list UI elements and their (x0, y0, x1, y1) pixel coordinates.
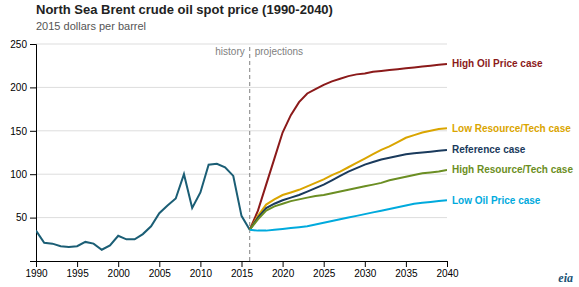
x-tick: 2000 (108, 261, 131, 279)
annotation: projections (255, 46, 303, 57)
x-tick-mark (118, 261, 119, 267)
y-tick-mark (30, 174, 36, 175)
y-tick-label: 150 (10, 126, 27, 137)
x-tick-label: 2010 (190, 268, 213, 279)
x-axis-line (37, 262, 448, 268)
x-tick: 2035 (395, 261, 418, 279)
y-axis: 50 100 150 200 250 (10, 39, 36, 262)
logo-text: eia (558, 271, 573, 285)
x-tick: 2015 (231, 261, 254, 279)
x-tick-label: 2035 (395, 268, 418, 279)
x-tick: 2025 (313, 261, 336, 279)
x-tick: 2010 (190, 261, 213, 279)
x-tick-label: 2000 (108, 268, 131, 279)
y-tick: 50 (16, 212, 36, 223)
x-tick: 2005 (149, 261, 172, 279)
x-tick-mark (200, 261, 201, 267)
x-tick-mark (77, 261, 78, 267)
x-tick: 2030 (354, 261, 377, 279)
x-tick-mark (324, 261, 325, 267)
x-tick-mark (242, 261, 243, 267)
series-label: High Oil Price case (452, 58, 543, 69)
chart: North Sea Brent crude oil spot price (19… (0, 0, 579, 287)
x-tick-mark (365, 261, 366, 267)
x-tick-mark (283, 261, 284, 267)
y-tick-label: 100 (10, 169, 27, 180)
series-label: High Resource/Tech case (452, 164, 573, 175)
series-line (250, 64, 447, 230)
annotation: history (215, 46, 244, 57)
y-tick-label: 250 (10, 39, 27, 50)
series-line (250, 128, 447, 230)
y-tick-label: 200 (10, 82, 27, 93)
series-line (250, 200, 447, 230)
series-label: Reference case (452, 144, 526, 155)
y-tick-mark (30, 44, 36, 45)
x-tick: 1995 (66, 261, 89, 279)
y-tick-mark (30, 131, 36, 132)
plot-area (36, 44, 447, 261)
series-line (250, 150, 447, 230)
x-tick-mark (406, 261, 407, 267)
x-tick-mark (159, 261, 160, 267)
series-label: Low Resource/Tech case (452, 123, 571, 134)
grid-line (36, 87, 447, 88)
x-tick: 2020 (272, 261, 295, 279)
x-tick: 1990 (25, 261, 48, 279)
y-tick-mark (30, 87, 36, 88)
labels: history projections eia High Oil Price case… (215, 46, 573, 285)
series-line (36, 164, 250, 250)
subtitle: 2015 dollars per barrel (36, 20, 146, 32)
x-tick-label: 1995 (66, 268, 89, 279)
y-axis-line (30, 45, 37, 262)
y-tick: 200 (10, 82, 36, 93)
series-line (250, 170, 447, 230)
x-axis: 1990 1995 2000 2005 2010 2015 2020 2025 2030 2035… (25, 261, 459, 279)
x-tick-label: 2030 (354, 268, 377, 279)
grid-line (36, 174, 447, 175)
x-tick-label: 2040 (436, 268, 459, 279)
y-tick: 150 (10, 126, 36, 137)
x-tick-label: 2005 (149, 268, 172, 279)
x-tick-label: 2020 (272, 268, 295, 279)
x-tick-mark (447, 261, 448, 267)
y-tick: 250 (10, 39, 36, 50)
x-tick: 2040 (436, 261, 459, 279)
x-tick-label: 2015 (231, 268, 254, 279)
title: North Sea Brent crude oil spot price (19… (36, 2, 333, 17)
grid-line (36, 130, 447, 131)
x-tick-label: 1990 (25, 268, 48, 279)
x-tick-label: 2025 (313, 268, 336, 279)
grid-line (36, 44, 447, 45)
y-tick: 100 (10, 169, 36, 180)
y-tick-label: 50 (16, 212, 28, 223)
y-tick-mark (30, 218, 36, 219)
series-label: Low Oil Price case (452, 195, 541, 206)
